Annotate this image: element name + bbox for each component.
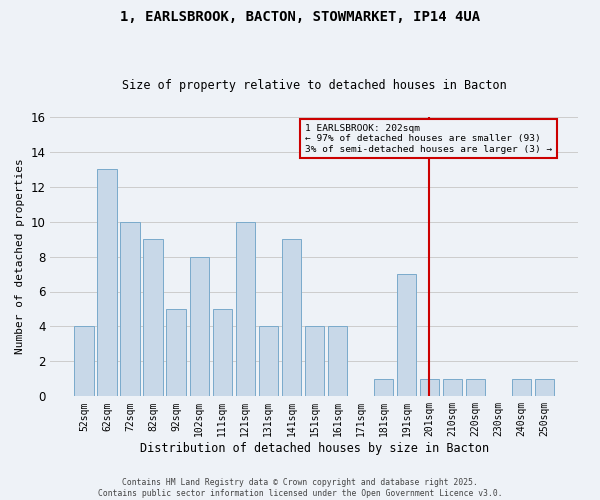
Bar (97, 169, 117, 396)
Bar (143, 239, 163, 396)
Bar (74, 326, 94, 396)
Text: Contains HM Land Registry data © Crown copyright and database right 2025.
Contai: Contains HM Land Registry data © Crown c… (98, 478, 502, 498)
Bar (374, 379, 393, 396)
Title: Size of property relative to detached houses in Bacton: Size of property relative to detached ho… (122, 79, 507, 92)
Text: 1 EARLSBROOK: 202sqm
← 97% of detached houses are smaller (93)
3% of semi-detach: 1 EARLSBROOK: 202sqm ← 97% of detached h… (305, 124, 553, 154)
Bar (420, 379, 439, 396)
Y-axis label: Number of detached properties: Number of detached properties (15, 158, 25, 354)
Text: 1, EARLSBROOK, BACTON, STOWMARKET, IP14 4UA: 1, EARLSBROOK, BACTON, STOWMARKET, IP14 … (120, 10, 480, 24)
Bar (535, 379, 554, 396)
Bar (281, 239, 301, 396)
Bar (466, 379, 485, 396)
X-axis label: Distribution of detached houses by size in Bacton: Distribution of detached houses by size … (140, 442, 489, 455)
Bar (236, 222, 255, 396)
Bar (328, 326, 347, 396)
Bar (121, 222, 140, 396)
Bar (190, 256, 209, 396)
Bar (212, 309, 232, 396)
Bar (166, 309, 186, 396)
Bar (305, 326, 324, 396)
Bar (512, 379, 532, 396)
Bar (443, 379, 462, 396)
Bar (397, 274, 416, 396)
Bar (259, 326, 278, 396)
